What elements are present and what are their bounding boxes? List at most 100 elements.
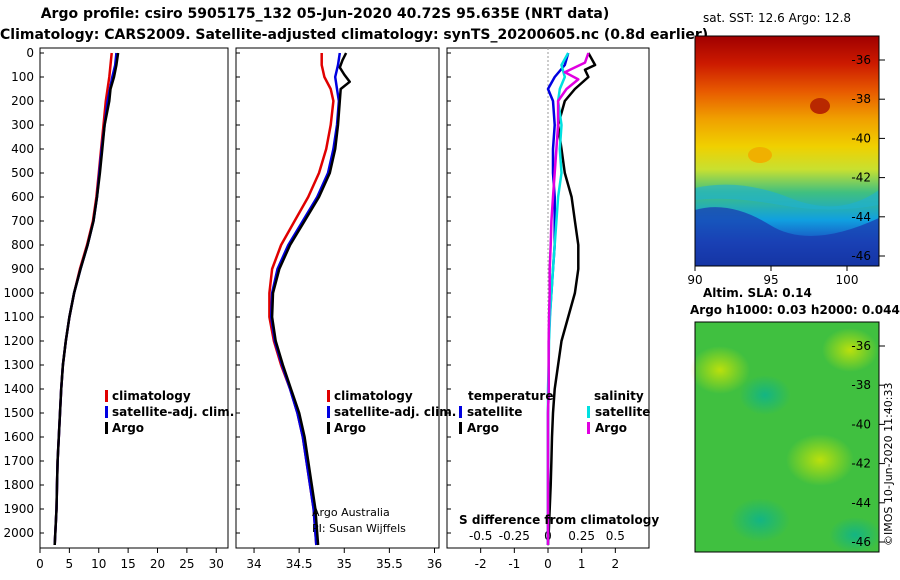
header-line-2: Climatology: CARS2009. Satellite-adjuste… (0, 27, 709, 43)
sst-front-band (695, 184, 879, 210)
secondary-tick-label: -0.5 (469, 529, 492, 543)
sst-map-frame (694, 35, 880, 267)
sla-map (690, 321, 881, 553)
depth-tick-label: 1700 (3, 454, 34, 468)
x-tick-label: 34 (246, 557, 261, 571)
secondary-tick-label: 0.5 (606, 529, 625, 543)
difference-x-axis: -2 -1 0 1 2 (475, 548, 619, 571)
series-line-satellite-adj-clim- (269, 52, 342, 546)
depth-tick-label: 1000 (3, 286, 34, 300)
sst-cold-front (695, 207, 879, 266)
x-tick-label: 34.5 (286, 557, 313, 571)
x-tick-label: 25 (179, 557, 194, 571)
header-line-1: Argo profile: csiro 5905175_132 05-Jun-2… (40, 6, 610, 22)
sla-map-subtitle: Argo h1000: 0.03 h2000: 0.044 (690, 303, 900, 317)
depth-tick-label: 600 (11, 190, 34, 204)
difference-legend: temperature satellite Argo salinity sate… (459, 389, 650, 435)
lat-tick-label: -46 (851, 249, 871, 263)
legend-label-satellite: satellite-adj. clim. (112, 405, 234, 419)
secondary-tick-label: -0.25 (499, 529, 530, 543)
depth-tick-label: 900 (11, 262, 34, 276)
lon-tick-label: 95 (763, 273, 778, 287)
legend-label-climatology: climatology (334, 389, 413, 403)
credit-org: Argo Australia (312, 506, 390, 519)
lat-tick-label: -44 (851, 496, 871, 510)
legend-label-climatology: climatology (112, 389, 191, 403)
lat-tick-label: -38 (851, 378, 871, 392)
series-line-argo (270, 52, 351, 546)
x-tick-label: 35 (337, 557, 352, 571)
sst-map-title: sat. SST: 12.6 Argo: 12.8 (703, 11, 851, 25)
legend-swatch-sal-argo (587, 422, 590, 434)
lat-tick-label: -38 (851, 92, 871, 106)
sst-map (694, 35, 880, 267)
depth-tick-label: 1800 (3, 478, 34, 492)
lat-tick-label: -40 (851, 417, 871, 431)
depth-tick-label: 800 (11, 238, 34, 252)
x-tick-label: 0 (36, 557, 44, 571)
depth-tick-label: 1500 (3, 406, 34, 420)
salinity-x-axis: 34 34.5 35 35.5 36 (246, 548, 442, 571)
depth-axis: 0 100 200 300 400 500 600 700 800 900 1000 1100 1200… (3, 46, 451, 540)
x-tick-label: 36 (427, 557, 442, 571)
x-tick-label: 20 (150, 557, 165, 571)
temperature-x-axis: 0 5 10 15 20 25 30 (36, 548, 224, 571)
depth-tick-label: 1400 (3, 382, 34, 396)
sla-map-title: Altim. SLA: 0.14 (703, 286, 812, 300)
difference-xlabel: S difference from climatology (459, 513, 659, 527)
lon-tick-label: 100 (836, 273, 859, 287)
series-line-climatology (268, 53, 335, 546)
legend-title-salinity: salinity (594, 389, 644, 403)
lat-tick-label: -42 (851, 457, 871, 471)
legend-swatch-temp-satellite (459, 406, 462, 418)
sla-map-frame (694, 321, 880, 553)
depth-tick-label: 300 (11, 118, 34, 132)
credit-pi: PI: Susan Wijffels (312, 522, 406, 535)
x-tick-label: 10 (91, 557, 106, 571)
legend-swatch-argo (327, 422, 330, 434)
legend-swatch-satellite (327, 406, 330, 418)
series-line-temperature-argo (546, 52, 597, 546)
lat-tick-label: -36 (851, 339, 871, 353)
lat-tick-label: -44 (851, 210, 871, 224)
sla-low (730, 498, 790, 542)
legend-label-sal-satellite: satellite (595, 405, 650, 419)
x-tick-label: -2 (475, 557, 487, 571)
series-line-argo (53, 52, 120, 546)
x-tick-label: 2 (612, 557, 620, 571)
sst-eddy (748, 147, 772, 163)
depth-tick-label: 1200 (3, 334, 34, 348)
x-tick-label: 15 (120, 557, 135, 571)
lat-tick-label: -42 (851, 171, 871, 185)
sla-high (786, 434, 854, 486)
lat-tick-label: -46 (851, 535, 871, 549)
sst-lat-axis: -36 -38 -40 -42 -44 -46 (851, 53, 885, 263)
legend-title-temperature: temperature (468, 389, 553, 403)
legend-label-argo: Argo (334, 421, 366, 435)
sla-high (822, 328, 878, 372)
x-tick-label: 35.5 (376, 557, 403, 571)
secondary-tick-label: 0.25 (568, 529, 595, 543)
series-line-salinity-argo (546, 52, 590, 545)
legend-label-sal-argo: Argo (595, 421, 627, 435)
legend-swatch-satellite (105, 406, 108, 418)
lat-tick-label: -40 (851, 131, 871, 145)
x-tick-label: 5 (66, 557, 74, 571)
salinity-series (268, 52, 351, 546)
x-tick-label: 0 (544, 557, 552, 571)
salinity-panel-frame (235, 47, 440, 549)
depth-tick-label: 400 (11, 142, 34, 156)
lon-tick-label: 90 (687, 273, 702, 287)
depth-tick-label: 700 (11, 214, 34, 228)
depth-tick-label: 100 (11, 70, 34, 84)
legend-swatch-sal-satellite (587, 406, 590, 418)
sla-low (829, 517, 881, 553)
legend-swatch-climatology (327, 390, 330, 402)
x-tick-label: -1 (508, 557, 520, 571)
depth-tick-label: 1900 (3, 502, 34, 516)
depth-tick-label: 0 (26, 46, 34, 60)
depth-tick-label: 1300 (3, 358, 34, 372)
x-tick-label: 30 (209, 557, 224, 571)
legend-swatch-climatology (105, 390, 108, 402)
